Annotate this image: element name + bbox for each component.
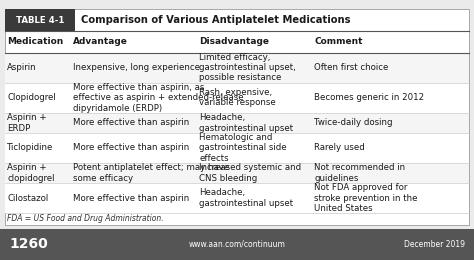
Text: Inexpensive, long experience: Inexpensive, long experience — [73, 63, 200, 72]
Text: Rash, expensive,
variable response: Rash, expensive, variable response — [199, 88, 276, 107]
Text: Aspirin +
clopidogrel: Aspirin + clopidogrel — [7, 163, 55, 183]
Text: Disadvantage: Disadvantage — [199, 37, 269, 46]
Text: Headache,
gastrointestinal upset: Headache, gastrointestinal upset — [199, 113, 293, 133]
Text: Potent antiplatelet effect; may have
some efficacy: Potent antiplatelet effect; may have som… — [73, 163, 229, 183]
Text: TABLE 4-1: TABLE 4-1 — [16, 16, 64, 25]
Text: More effective than aspirin, as
effective as aspirin + extended-release
dipyrida: More effective than aspirin, as effectiv… — [73, 83, 243, 113]
Text: Limited efficacy,
gastrointestinal upset,
possible resistance: Limited efficacy, gastrointestinal upset… — [199, 53, 296, 82]
Text: Comment: Comment — [314, 37, 363, 46]
FancyBboxPatch shape — [5, 133, 469, 163]
Text: Cilostazol: Cilostazol — [7, 194, 48, 203]
FancyBboxPatch shape — [5, 163, 469, 183]
Text: Medication: Medication — [7, 37, 64, 46]
FancyBboxPatch shape — [0, 229, 474, 260]
Text: Not FDA approved for
stroke prevention in the
United States: Not FDA approved for stroke prevention i… — [314, 183, 418, 213]
Text: Increased systemic and
CNS bleeding: Increased systemic and CNS bleeding — [199, 163, 301, 183]
Text: More effective than aspirin: More effective than aspirin — [73, 144, 189, 152]
FancyBboxPatch shape — [5, 53, 469, 83]
Text: December 2019: December 2019 — [403, 240, 465, 249]
Text: Often first choice: Often first choice — [314, 63, 389, 72]
Text: Advantage: Advantage — [73, 37, 128, 46]
Text: Becomes generic in 2012: Becomes generic in 2012 — [314, 93, 424, 102]
FancyBboxPatch shape — [5, 83, 469, 113]
Text: FDA = US Food and Drug Administration.: FDA = US Food and Drug Administration. — [7, 214, 164, 224]
FancyBboxPatch shape — [5, 9, 469, 225]
Text: Twice-daily dosing: Twice-daily dosing — [314, 118, 393, 127]
Text: Aspirin: Aspirin — [7, 63, 37, 72]
Text: Not recommended in
guidelines: Not recommended in guidelines — [314, 163, 405, 183]
Text: More effective than aspirin: More effective than aspirin — [73, 118, 189, 127]
FancyBboxPatch shape — [5, 183, 469, 213]
Text: Hematologic and
gastrointestinal side
effects: Hematologic and gastrointestinal side ef… — [199, 133, 287, 163]
Text: Clopidogrel: Clopidogrel — [7, 93, 56, 102]
Text: Rarely used: Rarely used — [314, 144, 365, 152]
Text: 1260: 1260 — [9, 237, 48, 251]
FancyBboxPatch shape — [5, 113, 469, 133]
Text: Ticlopidine: Ticlopidine — [7, 144, 54, 152]
FancyBboxPatch shape — [5, 9, 75, 31]
Text: Aspirin +
ERDP: Aspirin + ERDP — [7, 113, 47, 133]
Text: Headache,
gastrointestinal upset: Headache, gastrointestinal upset — [199, 188, 293, 208]
Text: www.aan.com/continuum: www.aan.com/continuum — [189, 240, 285, 249]
Text: Comparison of Various Antiplatelet Medications: Comparison of Various Antiplatelet Medic… — [81, 15, 350, 25]
Text: More effective than aspirin: More effective than aspirin — [73, 194, 189, 203]
